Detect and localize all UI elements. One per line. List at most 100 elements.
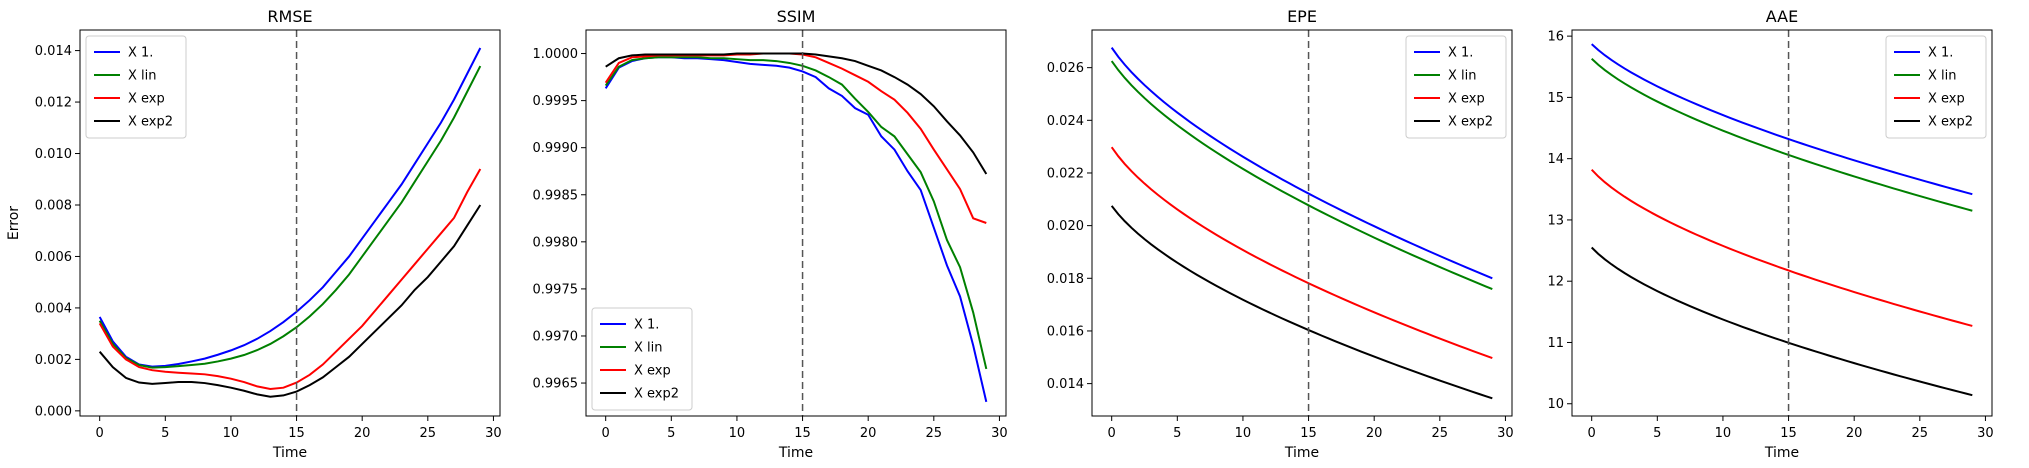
legend: X 1. X lin X exp X exp2 — [85, 35, 187, 139]
x-tick-label: 20 — [860, 426, 877, 441]
y-tick-label: 0.010 — [35, 147, 72, 162]
legend-label: X 1. — [128, 46, 153, 61]
legend-label: X exp — [128, 92, 165, 107]
legend-label: X lin — [634, 341, 663, 356]
chart-panel-epe: EPE 0 5 10 15 20 25 30 0.014 0.016 0.018 0.020 0.022… — [1047, 7, 1514, 461]
y-tick-label: 0.016 — [1047, 324, 1084, 339]
y-tick-label: 0.024 — [1047, 114, 1084, 129]
y-tick-label: 0.018 — [1047, 272, 1084, 287]
x-tick-label: 5 — [161, 426, 169, 441]
plot-frame — [79, 29, 501, 417]
legend: X 1. X lin X exp X exp2 — [1405, 35, 1507, 139]
x-tick-label: 10 — [223, 426, 240, 441]
legend-frame — [1405, 35, 1507, 139]
x-tick-label: 0 — [1108, 426, 1116, 441]
x-tick-label: 20 — [354, 426, 371, 441]
x-axis-label: Time — [1764, 445, 1799, 461]
legend-label: X exp2 — [634, 387, 679, 402]
x-tick-label: 30 — [1497, 426, 1514, 441]
series-line-x-exp — [604, 52, 987, 224]
legend-label: X exp — [634, 364, 671, 379]
series-line-x-lin — [1110, 60, 1493, 291]
legend-label: X exp2 — [1928, 115, 1973, 130]
legend: X 1. X lin X exp X exp2 — [591, 307, 693, 411]
x-tick-label: 30 — [1977, 426, 1994, 441]
x-tick-label: 25 — [1432, 426, 1449, 441]
y-tick-label: 12 — [1547, 275, 1564, 290]
y-tick-label: 0.022 — [1047, 166, 1084, 181]
series-line-x-exp2 — [605, 52, 988, 175]
plot-frame — [1571, 29, 1993, 417]
y-tick-label: 0.014 — [1047, 377, 1084, 392]
x-tick-label: 0 — [96, 426, 104, 441]
series-line-x-exp — [1590, 168, 1973, 327]
x-tick-label: 5 — [1653, 426, 1661, 441]
x-tick-label: 15 — [288, 426, 305, 441]
y-tick-label: 16 — [1547, 30, 1564, 45]
series-line-xexp2 — [98, 204, 482, 398]
series-line-x-1 — [1591, 43, 1973, 196]
legend-label: X 1. — [1448, 46, 1473, 61]
x-axis-label: Time — [1284, 445, 1319, 461]
legend-label: X exp2 — [128, 115, 173, 130]
y-tick-label: 11 — [1547, 336, 1564, 351]
series-line-x-exp2 — [1110, 205, 1493, 400]
x-tick-label: 20 — [1846, 426, 1863, 441]
series-line-x-exp2 — [1590, 246, 1973, 397]
y-tick-label: 1.0000 — [533, 47, 579, 62]
x-tick-label: 30 — [991, 426, 1008, 441]
y-tick-label: 0.026 — [1047, 61, 1084, 76]
y-tick-label: 0.020 — [1047, 219, 1084, 234]
x-tick-label: 25 — [420, 426, 437, 441]
plot-frame — [585, 29, 1007, 417]
x-tick-label: 10 — [729, 426, 746, 441]
chart-panel-ssim: SSIM 0 5 10 15 20 25 30 0.9965 0.9970 0.9975 0.9980… — [533, 7, 1008, 461]
legend-label: X exp2 — [1448, 115, 1493, 130]
x-tick-label: 5 — [1173, 426, 1181, 441]
x-tick-label: 15 — [1780, 426, 1797, 441]
legend-label: X exp — [1448, 92, 1485, 107]
y-tick-label: 0.9995 — [533, 94, 579, 109]
y-tick-label: 0.9965 — [533, 377, 579, 392]
x-tick-label: 10 — [1235, 426, 1252, 441]
y-axis-label: Error — [6, 206, 22, 240]
series-line-x-lin — [604, 56, 988, 370]
y-tick-label: 15 — [1547, 91, 1564, 106]
y-tick-label: 0.012 — [35, 96, 72, 111]
legend-label: X exp — [1928, 92, 1965, 107]
series-line-x-1 — [1110, 47, 1493, 280]
y-tick-label: 0.9980 — [533, 235, 579, 250]
y-tick-label: 0.9970 — [533, 329, 579, 344]
chart-title: SSIM — [777, 7, 816, 26]
series-line-xlin — [98, 65, 482, 369]
x-axis-label: Time — [272, 445, 307, 461]
legend-label: X 1. — [1928, 46, 1953, 61]
series-line-xexp — [98, 168, 482, 390]
x-tick-label: 20 — [1366, 426, 1383, 441]
chart-panel-aae: AAE 0 5 10 15 20 25 30 10 11 12 13 14 15 16 Time X 1. X l… — [1547, 7, 1993, 461]
x-tick-label: 10 — [1715, 426, 1732, 441]
legend-label: X lin — [128, 69, 157, 84]
y-tick-label: 0.006 — [35, 250, 72, 265]
series-line-x-lin — [1591, 58, 1973, 212]
x-tick-label: 15 — [1300, 426, 1317, 441]
legend: X 1. X lin X exp X exp2 — [1885, 35, 1987, 139]
y-tick-label: 0.008 — [35, 198, 72, 213]
legend-frame — [591, 307, 693, 411]
y-tick-label: 10 — [1547, 397, 1564, 412]
y-tick-label: 0.002 — [35, 353, 72, 368]
x-tick-label: 25 — [926, 426, 943, 441]
x-tick-label: 0 — [602, 426, 610, 441]
y-tick-label: 0.9975 — [533, 282, 579, 297]
y-tick-label: 0.004 — [35, 301, 72, 316]
y-tick-label: 13 — [1547, 213, 1564, 228]
series-line-x-exp — [1110, 146, 1493, 360]
y-tick-label: 0.9990 — [533, 141, 579, 156]
y-tick-label: 0.014 — [35, 44, 72, 59]
legend-label: X 1. — [634, 318, 659, 333]
chart-title: RMSE — [267, 7, 312, 26]
chart-title: EPE — [1287, 7, 1317, 26]
x-tick-label: 15 — [794, 426, 811, 441]
y-tick-label: 0.000 — [35, 404, 72, 419]
